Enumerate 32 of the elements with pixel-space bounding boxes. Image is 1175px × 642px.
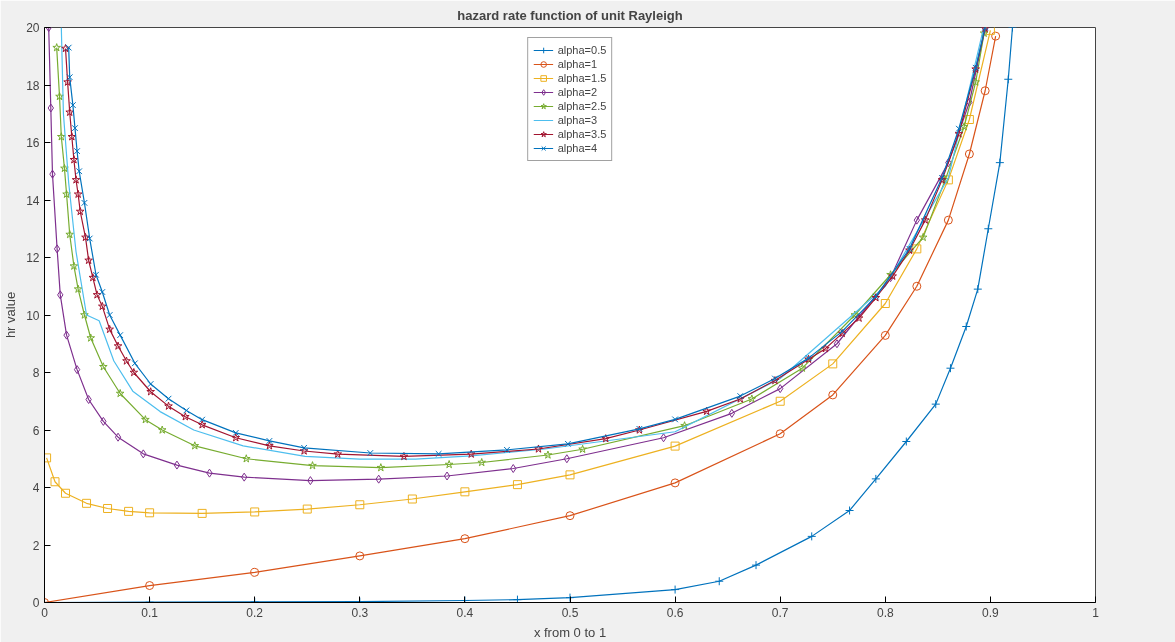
x-tick-label: 0.2 xyxy=(246,605,264,620)
y-tick-label: 10 xyxy=(26,308,40,323)
legend-label: alpha=1.5 xyxy=(557,71,607,85)
legend-label: alpha=1 xyxy=(557,57,598,71)
y-tick-label: 2 xyxy=(32,538,40,553)
x-tick-label: 0.1 xyxy=(141,605,159,620)
x-tick-label: 0.6 xyxy=(666,605,684,620)
x-tick-label: 0.9 xyxy=(982,605,1000,620)
y-tick-label: 20 xyxy=(26,21,40,35)
y-tick-label: 8 xyxy=(32,366,40,380)
y-tick-label: 18 xyxy=(26,78,40,93)
y-axis-title: hr value xyxy=(3,291,19,339)
y-tick-label: 12 xyxy=(26,251,40,265)
y-tick-label: 6 xyxy=(32,423,40,438)
y-tick-label: 0 xyxy=(32,596,40,610)
legend-label: alpha=2 xyxy=(557,85,598,99)
y-tick-label: 16 xyxy=(26,136,40,150)
legend-label: alpha=3.5 xyxy=(557,127,607,141)
chart-title: hazard rate function of unit Rayleigh xyxy=(457,7,683,23)
legend-label: alpha=0.5 xyxy=(557,43,607,57)
legend-label: alpha=2.5 xyxy=(557,99,607,113)
x-axis-title: x from 0 to 1 xyxy=(533,624,607,640)
legend-label: alpha=3 xyxy=(557,113,598,127)
y-tick-label: 14 xyxy=(26,193,40,208)
x-tick-label: 0.8 xyxy=(876,605,894,620)
legend-label: alpha=4 xyxy=(557,141,598,155)
x-tick-label: 1 xyxy=(1092,605,1100,620)
y-tick-label: 4 xyxy=(32,481,40,495)
x-tick-label: 0.3 xyxy=(351,605,369,620)
x-tick-label: 0.7 xyxy=(771,605,789,620)
x-tick-label: 0.4 xyxy=(456,605,474,620)
x-tick-label: 0.5 xyxy=(561,605,579,620)
